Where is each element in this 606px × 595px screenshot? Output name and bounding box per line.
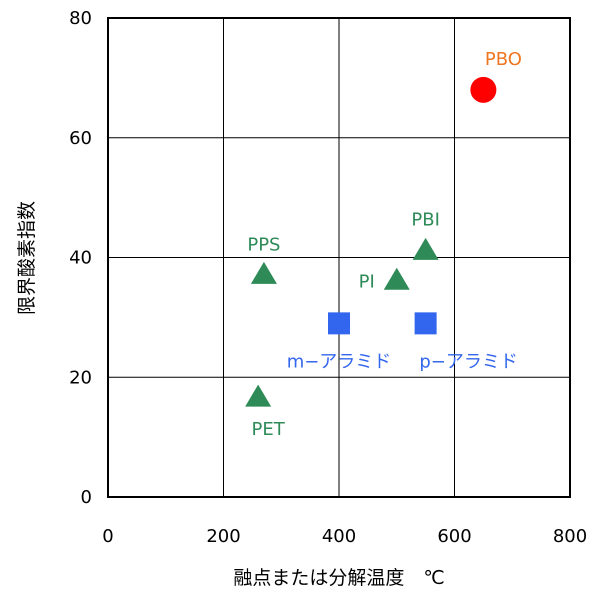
circle-marker: [470, 76, 497, 103]
point-label: m−アラミド: [287, 351, 392, 372]
point-label: PI: [359, 271, 375, 292]
square-marker: [414, 312, 437, 335]
y-tick-label: 40: [69, 248, 92, 269]
point-label: PPS: [247, 234, 280, 255]
x-tick-label: 200: [206, 526, 240, 547]
point-label: p−アラミド: [419, 351, 518, 372]
square-marker: [328, 312, 350, 335]
x-axis-title: 融点または分解温度 ℃: [233, 567, 444, 589]
x-tick-label: 600: [437, 526, 471, 547]
data-points: [245, 76, 497, 407]
triangle-marker: [250, 261, 277, 284]
y-tick-label: 0: [81, 487, 92, 508]
triangle-marker: [412, 237, 439, 260]
y-tick-label: 80: [69, 8, 92, 29]
triangle-marker: [383, 267, 410, 290]
y-tick-label: 20: [69, 367, 92, 388]
point-label: PBI: [411, 210, 440, 231]
point-label: PET: [252, 419, 286, 440]
triangle-marker: [245, 384, 272, 407]
point-labels: PPS PET PI PBI m−アラミド p−アラミド PBO: [247, 49, 522, 440]
x-tick-label: 0: [102, 526, 113, 547]
y-axis-title: 限界酸素指数: [16, 201, 38, 315]
x-tick-label: 800: [553, 526, 587, 547]
y-tick-label: 60: [69, 128, 92, 149]
grid-lines: [108, 18, 570, 497]
point-label: PBO: [485, 49, 522, 70]
plot-frame: [107, 17, 571, 498]
tick-labels: 0 200 400 600 800 0 20 40 60 80: [69, 8, 587, 547]
x-tick-label: 400: [322, 526, 356, 547]
